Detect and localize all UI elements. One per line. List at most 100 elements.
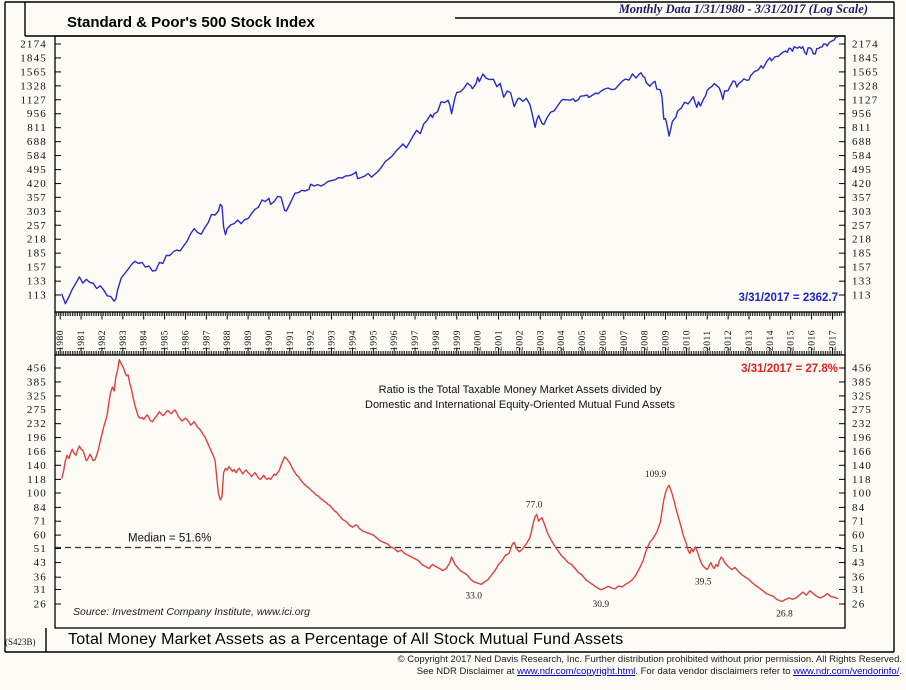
y-tick-label-right: 1845: [852, 52, 879, 64]
y-tick-label-right: 157: [852, 262, 872, 274]
y-tick-label-right: 100: [852, 488, 872, 500]
x-tick-label: 2012: [724, 330, 734, 351]
x-tick-label: 1999: [453, 330, 463, 351]
y-tick-label-right: 166: [852, 446, 872, 458]
y-tick-label-right: 303: [852, 206, 872, 218]
x-tick-label: 1990: [265, 330, 275, 351]
y-tick-label-right: 196: [852, 432, 872, 444]
y-tick-label-left: 232: [27, 418, 47, 430]
copyright-link[interactable]: www.ndr.com/copyright.html: [517, 665, 636, 677]
point-value-label: 77.0: [526, 501, 543, 511]
y-tick-label-right: 218: [852, 234, 872, 246]
y-tick-label-left: 140: [27, 460, 47, 472]
y-tick-label-left: 303: [27, 206, 47, 218]
point-value-label: 39.5: [695, 578, 712, 588]
x-tick-label: 2007: [620, 330, 630, 351]
y-tick-label-right: 420: [852, 178, 872, 190]
x-tick-label: 2013: [745, 330, 755, 351]
y-tick-label-right: 36: [852, 572, 865, 584]
y-tick-label-right: 956: [852, 108, 872, 120]
y-tick-label-right: 43: [852, 557, 865, 569]
y-tick-label-right: 811: [852, 122, 872, 134]
y-tick-label-right: 275: [852, 404, 872, 416]
y-tick-label-right: 84: [852, 502, 865, 514]
x-tick-label: 1986: [181, 330, 191, 351]
y-tick-label-left: 51: [34, 543, 47, 555]
y-tick-label-right: 495: [852, 164, 872, 176]
x-tick-label: 2011: [703, 330, 713, 351]
y-tick-label-left: 688: [27, 136, 47, 148]
y-tick-label-right: 385: [852, 376, 872, 388]
y-tick-label-right: 71: [852, 516, 865, 528]
y-tick-label-left: 100: [27, 488, 47, 500]
ratio-note: Ratio is the Total Taxable Money Market …: [379, 384, 662, 396]
median-label: Median = 51.6%: [128, 533, 211, 545]
y-tick-label-right: 325: [852, 390, 872, 402]
x-tick-label: 2004: [557, 330, 567, 351]
copyright-line: © Copyright 2017 Ned Davis Research, Inc…: [397, 654, 902, 665]
y-tick-label-left: 956: [27, 108, 47, 120]
y-tick-label-left: 31: [34, 584, 47, 596]
point-value-label: 33.0: [465, 591, 482, 601]
chart-id-label: (S423B): [5, 637, 36, 647]
point-value-label: 30.9: [592, 600, 609, 610]
y-tick-label-left: 257: [27, 220, 47, 232]
x-tick-label: 1989: [244, 330, 254, 351]
periodicity-subtitle: Monthly Data 1/31/1980 - 3/31/2017 (Log …: [618, 2, 868, 16]
x-tick-label: 2003: [536, 330, 546, 351]
y-tick-label-left: 584: [27, 150, 47, 162]
y-tick-label-right: 1127: [852, 94, 878, 106]
y-tick-label-left: 456: [27, 363, 47, 375]
disclaimer-prefix: See NDR Disclaimer at: [416, 665, 518, 677]
x-tick-label: 2014: [766, 330, 776, 351]
x-tick-label: 2006: [599, 330, 609, 351]
x-tick-label: 2015: [787, 330, 797, 351]
x-tick-label: 2010: [682, 330, 692, 351]
y-tick-label-left: 118: [27, 474, 47, 486]
y-tick-label-right: 257: [852, 220, 872, 232]
ratio-line: [61, 358, 839, 603]
x-tick-label: 1981: [77, 330, 87, 351]
y-tick-label-left: 1565: [20, 66, 47, 78]
y-tick-label-right: 688: [852, 136, 872, 148]
y-tick-label-left: 420: [27, 178, 47, 190]
y-tick-label-left: 26: [34, 599, 47, 611]
y-tick-label-left: 1845: [20, 52, 47, 64]
y-tick-label-right: 357: [852, 192, 872, 204]
y-tick-label-left: 2174: [20, 39, 47, 51]
page-title: Standard & Poor's 500 Stock Index: [67, 14, 315, 31]
x-tick-label: 1985: [161, 330, 171, 351]
x-tick-label: 1983: [119, 330, 129, 351]
y-tick-label-left: 275: [27, 404, 47, 416]
sp500-line: [61, 36, 839, 305]
y-tick-label-left: 385: [27, 376, 47, 388]
y-tick-label-right: 2174: [852, 39, 879, 51]
y-tick-label-right: 113: [852, 290, 872, 302]
x-tick-label: 1998: [432, 330, 442, 351]
y-tick-label-right: 232: [852, 418, 872, 430]
x-tick-label: 2000: [474, 330, 484, 351]
y-tick-label-left: 71: [34, 516, 47, 528]
y-tick-label-right: 1328: [852, 80, 879, 92]
footer: © Copyright 2017 Ned Davis Research, Inc…: [0, 654, 902, 677]
y-tick-label-left: 357: [27, 192, 47, 204]
y-tick-label-right: 584: [852, 150, 872, 162]
y-tick-label-right: 31: [852, 584, 865, 596]
x-tick-label: 2005: [578, 330, 588, 351]
y-tick-label-left: 185: [27, 248, 47, 260]
x-tick-label: 2001: [495, 330, 505, 351]
y-tick-label-right: 1565: [852, 66, 879, 78]
y-tick-label-left: 84: [34, 502, 47, 514]
y-tick-label-left: 157: [27, 262, 47, 274]
x-tick-label: 1994: [348, 330, 358, 351]
vendorinfo-link[interactable]: www.ndr.com/vendorinfo/: [793, 665, 900, 677]
x-tick-label: 1993: [328, 330, 338, 351]
x-tick-label: 2016: [808, 330, 818, 351]
x-tick-label: 2017: [828, 330, 838, 351]
y-tick-label-left: 36: [34, 572, 47, 584]
y-tick-label-right: 133: [852, 276, 872, 288]
y-tick-label-left: 166: [27, 446, 47, 458]
x-tick-label: 1995: [369, 330, 379, 351]
